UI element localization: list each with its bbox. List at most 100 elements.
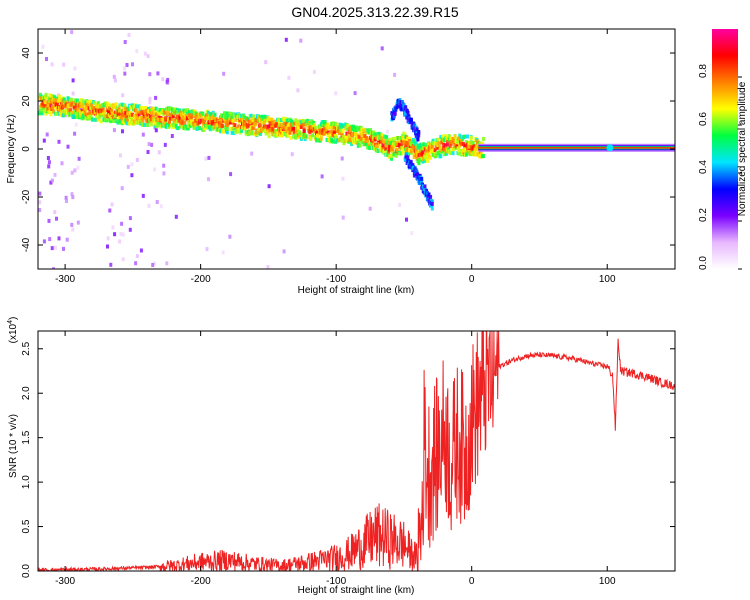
spectrogram-ridge-cell	[149, 108, 152, 113]
spectrogram-ridge-cell	[49, 94, 53, 98]
spectrogram-noise-cell	[398, 203, 402, 207]
spectrogram-ridge-cell	[401, 147, 405, 152]
spectrogram-ridge-cell	[428, 155, 432, 160]
spectrogram-ridge-cell	[468, 150, 472, 155]
spectrogram-ridge-cell	[176, 126, 180, 131]
spectrogram-branch-cell	[427, 199, 431, 204]
spectrogram-ridge-cell	[163, 110, 167, 115]
spectrogram-ridge-cell	[168, 119, 171, 124]
spectrogram-ridge-cell	[481, 141, 485, 146]
spectrogram-ridge-cell	[168, 123, 171, 128]
spectrogram-ridge-cell	[361, 133, 365, 137]
spectrogram-ridge-cell	[206, 110, 210, 115]
spectrogram-branch-cell	[415, 129, 419, 134]
spectrogram-ridge-cell	[390, 153, 393, 158]
spectrogram-branch-cell	[394, 107, 398, 112]
spectrogram-ridge-cell	[187, 110, 191, 115]
spectrogram-ridge-cell	[406, 141, 410, 146]
spectrogram-noise-cell	[48, 237, 52, 242]
spectrogram-ridge-cell	[346, 123, 350, 128]
spectrogram-ridge-cell	[281, 130, 285, 135]
figure-title: GN04.2025.313.22.39.R15	[291, 4, 459, 20]
spectrogram-ridge-cell	[452, 138, 456, 143]
spectrogram-noise-cell	[128, 227, 132, 232]
spectrogram-ridge-cell	[284, 126, 288, 131]
spectrogram-ridge-cell	[205, 123, 209, 128]
spectrogram-ridge-cell	[295, 133, 299, 138]
snr-y-scale: (x104)	[7, 317, 19, 344]
spectrogram-ridge-cell	[417, 161, 421, 166]
colorbar-tick-label: 0.6	[698, 112, 709, 126]
spectrogram-noise-cell	[62, 246, 65, 251]
spectrogram-ridge-cell	[228, 111, 232, 116]
spectrogram-ridge-cell	[279, 133, 282, 138]
colorbar-tick-label: 0.4	[698, 160, 709, 174]
spectrogram-ridge-cell	[415, 148, 419, 153]
spectrogram-ridge-cell	[344, 125, 348, 130]
spectrogram-ridge-cell	[167, 125, 170, 130]
spectrogram-noise-cell	[73, 168, 77, 173]
spectrogram-ridge-cell	[80, 108, 84, 113]
spectrogram-ridge-cell	[299, 125, 303, 129]
spectrogram-ridge-cell	[360, 128, 364, 133]
spectrogram-ridge-cell	[341, 124, 345, 129]
spectrogram-ridge-cell	[297, 119, 300, 124]
spectrogram-ridge-cell	[344, 134, 348, 139]
spectrogram-ridge-cell	[62, 112, 66, 117]
spectrogram-noise-cell	[264, 60, 268, 65]
spectrogram-ridge-cell	[359, 136, 363, 141]
spectrogram-ridge-cell	[380, 139, 384, 144]
spectrogram-ridge-cell	[333, 130, 337, 135]
spectrogram-ridge-cell	[358, 128, 362, 133]
spectrogram-ridge-cell	[298, 122, 301, 127]
spectrogram-ridge-cell	[186, 126, 190, 131]
spectrogram-branch-cell	[429, 194, 433, 199]
spectrogram-noise-cell	[62, 62, 66, 67]
spectrogram-ridge-cell	[101, 111, 105, 116]
spectrogram-ridge-cell	[322, 125, 326, 130]
spectrogram-ridge-cell	[267, 130, 271, 134]
spectrogram-noise-cell	[135, 254, 139, 258]
spectrogram-ridge-cell	[295, 125, 299, 130]
spectrogram-ridge-cell	[46, 107, 50, 112]
spectrogram-ridge-cell	[171, 114, 175, 119]
spectrogram-ridge-cell	[398, 136, 402, 140]
spectrogram-ridge-cell	[417, 150, 421, 155]
spectrogram-noise-cell	[112, 128, 116, 133]
spectrogram-ridge-cell	[333, 125, 337, 130]
spectrogram-branch-cell	[415, 127, 419, 132]
spectrogram-noise-cell	[341, 215, 345, 220]
spectrogram-ridge-cell	[105, 104, 109, 109]
spectrogram-noise-cell	[77, 156, 81, 161]
spectrogram-noise-cell	[38, 200, 42, 205]
spectrogram-ridge-cell	[67, 97, 71, 102]
spectrogram-ridge-cell	[129, 105, 133, 110]
spectrogram-ridge-cell	[461, 137, 465, 142]
spectrogram-ridge-cell	[249, 125, 253, 130]
spectrogram-ridge-cell	[86, 102, 90, 107]
spectrogram-ridge-cell	[385, 143, 389, 148]
spectrogram-y-tick-label: 0	[21, 146, 32, 152]
spectrogram-noise-cell	[135, 157, 139, 162]
spectrogram-ridge-cell	[145, 109, 149, 114]
spectrogram-ridge-cell	[94, 114, 98, 119]
spectrogram-ridge-cell	[234, 117, 238, 122]
spectrogram-branch-cell	[405, 113, 408, 118]
spectrogram-ridge-cell	[381, 146, 385, 150]
spectrogram-ridge-cell	[299, 137, 303, 141]
spectrogram-ridge-cell	[240, 113, 244, 118]
spectrogram-noise-cell	[64, 195, 68, 200]
colorbar-ticks: 0.0 0.2 0.4 0.6 0.8	[698, 64, 742, 270]
spectrogram-noise-cell	[380, 46, 384, 51]
spectrogram-ridge-cell	[388, 154, 392, 159]
spectrogram-ridge-cell	[304, 134, 308, 139]
spectrogram-x-tick-label: 0	[469, 274, 475, 285]
spectrogram-noise-cell	[46, 156, 50, 160]
spectrogram-noise-cell	[393, 72, 397, 77]
spectrogram-ridge-cell	[256, 130, 260, 135]
spectrogram-noise-cell	[76, 220, 80, 225]
spectrogram-ridge-cell	[471, 141, 475, 146]
spectrogram-ridge-cell	[301, 134, 305, 139]
spectrogram-noise-cell	[123, 71, 127, 76]
spectrogram-ridge-cell	[415, 156, 419, 161]
